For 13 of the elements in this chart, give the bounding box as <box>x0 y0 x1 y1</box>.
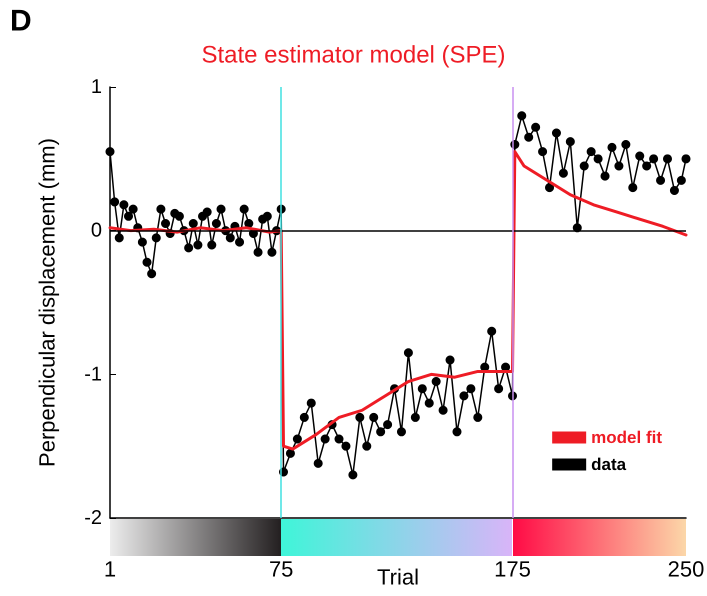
x-axis-title: Trial <box>377 564 419 590</box>
y-tick-label: 1 <box>90 76 102 98</box>
x-tick-label: 175 <box>494 556 531 582</box>
x-tick-label: 250 <box>668 556 704 582</box>
y-tick-label: -2 <box>84 507 102 529</box>
text: D <box>10 4 32 38</box>
y-axis-title: Perpendicular displacement (mm) <box>34 138 60 467</box>
legend-label: model fit <box>591 428 662 447</box>
x-tick-label: 75 <box>268 556 294 582</box>
chart-title: State estimator model (SPE) <box>201 42 506 68</box>
legend-label: data <box>591 455 627 474</box>
y-tick-label: -1 <box>84 363 102 386</box>
y-tick-label: 0 <box>90 220 102 242</box>
